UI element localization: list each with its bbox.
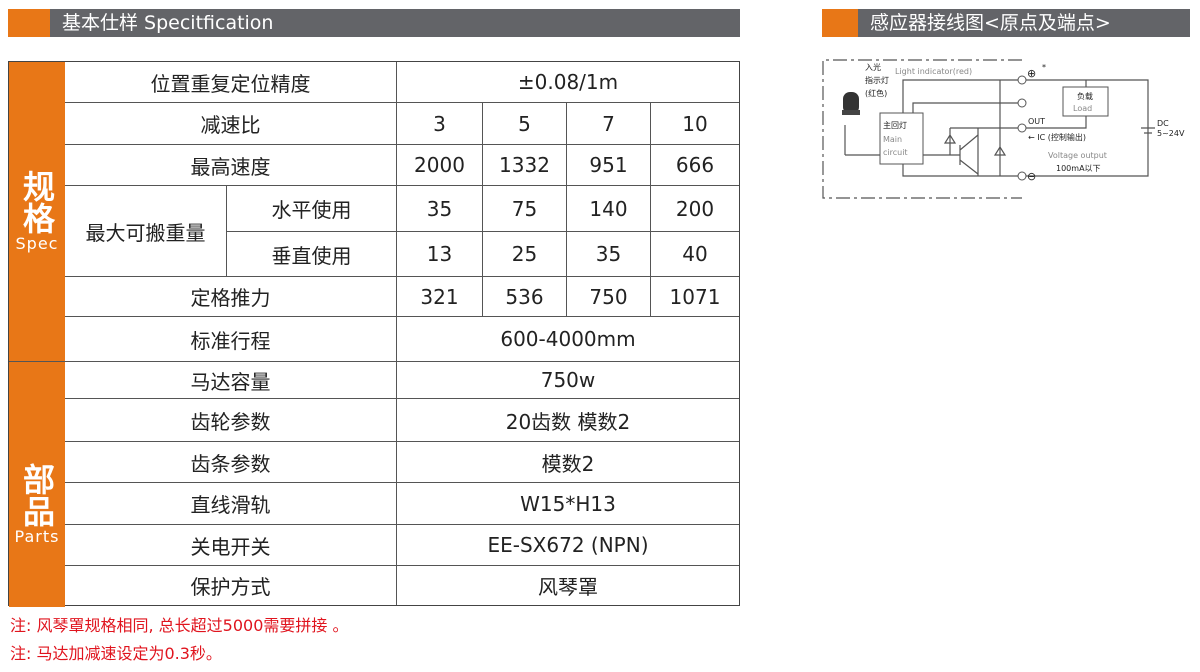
note-2: 注: 马达加减速设定为0.3秒。: [10, 644, 222, 663]
svg-text:← IC (控制输出): ← IC (控制输出): [1028, 132, 1086, 142]
rail-label: 直线滑轨: [65, 483, 397, 525]
svg-text:Voltage output: Voltage output: [1048, 151, 1107, 160]
sensor-boundary: [822, 59, 1022, 199]
thrust-value: 1071: [651, 277, 739, 317]
vertical-value: 25: [483, 232, 567, 277]
horizontal-value: 140: [567, 186, 651, 232]
protection-value: 风琴罩: [538, 575, 598, 599]
spec-group-label: 规格 Spec: [9, 62, 65, 362]
main-circuit-box: [879, 112, 924, 165]
led-icon: [843, 92, 859, 114]
speed-value: 951: [567, 145, 651, 186]
rack-value: 模数2: [397, 442, 739, 483]
motor-value: 750w: [397, 362, 739, 399]
rail-value: W15*H13: [397, 483, 739, 525]
thrust-value: 536: [483, 277, 567, 317]
motor-label: 马达容量: [65, 362, 397, 399]
svg-text:⊕: ⊕: [1027, 67, 1036, 80]
speed-label: 最高速度: [65, 145, 397, 186]
svg-text:*: *: [1042, 63, 1046, 72]
ratio-value: 5: [483, 103, 567, 145]
left-header-accent: [8, 9, 50, 37]
speed-value: 2000: [397, 145, 483, 186]
parts-group-label: 部品 Parts: [9, 362, 65, 607]
ratio-value: 7: [567, 103, 651, 145]
svg-text:入光: 入光: [865, 62, 881, 72]
svg-text:⊖: ⊖: [1027, 170, 1036, 183]
horizontal-value: 75: [483, 186, 567, 232]
svg-text:(红色): (红色): [865, 88, 887, 98]
horizontal-label: 水平使用: [227, 186, 397, 232]
svg-text:OUT: OUT: [1028, 117, 1045, 126]
svg-text:5~24V: 5~24V: [1157, 129, 1185, 138]
thrust-value: 321: [397, 277, 483, 317]
load-label: 最大可搬重量: [65, 186, 227, 277]
gear-label: 齿轮参数: [65, 399, 397, 442]
note-1: 注: 风琴罩规格相同, 总长超过5000需要拼接 。: [10, 616, 349, 635]
precision-label: 位置重复定位精度: [65, 62, 397, 103]
horizontal-value: 200: [651, 186, 739, 232]
switch-value: EE-SX672 (NPN): [397, 525, 739, 566]
ratio-value: 3: [397, 103, 483, 145]
speed-value: 666: [651, 145, 739, 186]
svg-text:Load: Load: [1073, 104, 1092, 113]
right-header-title: 感应器接线图<原点及端点>: [858, 9, 1190, 37]
stroke-label: 标准行程: [65, 317, 397, 362]
precision-value: ±0.08/1m: [397, 62, 739, 103]
speed-value: 1332: [483, 145, 567, 186]
protection-label: 保护方式: [65, 566, 397, 605]
vertical-value: 13: [397, 232, 483, 277]
thrust-label: 定格推力: [65, 277, 397, 317]
left-header-title: 基本仕样 Specitfication: [50, 9, 740, 37]
switch-label: 关电开关: [65, 525, 397, 566]
right-header-accent: [822, 9, 858, 37]
terminal-2: [1017, 98, 1027, 108]
terminal-minus: [1017, 171, 1027, 181]
svg-text:100mA以下: 100mA以下: [1056, 164, 1101, 173]
vertical-value: 40: [651, 232, 739, 277]
ratio-value: 10: [651, 103, 739, 145]
light-indicator-label: Light indicator(red): [895, 67, 972, 76]
svg-text:主回灯: 主回灯: [883, 120, 907, 130]
svg-text:circuit: circuit: [883, 148, 908, 157]
spec-table: 规格 Spec 部品 Parts 位置重复定位精度 ±0.08/1m 减速比 3…: [8, 61, 740, 607]
load-box: [1062, 86, 1109, 117]
terminal-out: [1017, 123, 1027, 133]
stroke-value: 600-4000mm: [397, 317, 739, 362]
wiring-diagram: Light indicator(red) 入光 指示灯 (红色) 主回灯 Mai…: [822, 59, 1185, 199]
svg-text:Main: Main: [883, 135, 902, 144]
svg-text:DC: DC: [1157, 119, 1169, 128]
svg-text:负载: 负载: [1077, 91, 1093, 101]
ratio-label: 减速比: [65, 103, 397, 145]
thrust-value: 750: [567, 277, 651, 317]
vertical-label: 垂直使用: [227, 232, 397, 277]
vertical-value: 35: [567, 232, 651, 277]
gear-value: 20齿数 模数2: [397, 399, 739, 442]
svg-text:指示灯: 指示灯: [865, 75, 889, 85]
rack-label: 齿条参数: [65, 442, 397, 483]
horizontal-value: 35: [397, 186, 483, 232]
terminal-plus: [1017, 75, 1027, 85]
